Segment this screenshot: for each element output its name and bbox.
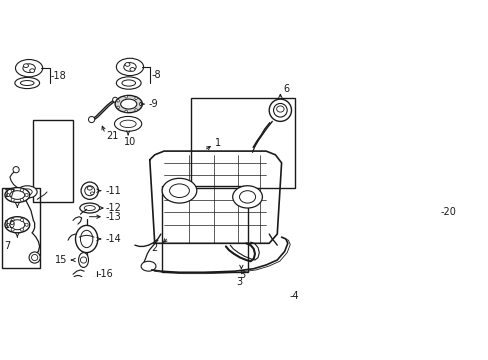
Circle shape — [20, 198, 23, 201]
Circle shape — [429, 68, 435, 74]
Text: 2: 2 — [151, 243, 158, 253]
Ellipse shape — [81, 230, 93, 248]
Ellipse shape — [5, 217, 30, 233]
Text: -12: -12 — [105, 203, 121, 213]
Ellipse shape — [87, 186, 92, 190]
Circle shape — [139, 103, 142, 105]
Text: -8: -8 — [151, 70, 161, 80]
Circle shape — [25, 193, 28, 197]
Text: -11: -11 — [105, 186, 121, 196]
Circle shape — [81, 257, 86, 263]
Ellipse shape — [84, 206, 95, 211]
Circle shape — [6, 193, 10, 197]
Ellipse shape — [276, 106, 284, 112]
Ellipse shape — [121, 99, 137, 109]
Circle shape — [20, 189, 23, 192]
Ellipse shape — [351, 171, 363, 180]
Text: 1: 1 — [214, 138, 221, 148]
Circle shape — [135, 97, 137, 99]
Text: -9: -9 — [148, 99, 158, 109]
Circle shape — [269, 99, 291, 121]
Circle shape — [11, 189, 14, 192]
Bar — [190, 98, 294, 188]
Ellipse shape — [232, 186, 262, 208]
Circle shape — [20, 219, 23, 221]
Circle shape — [32, 255, 38, 261]
Ellipse shape — [73, 275, 83, 283]
Ellipse shape — [22, 189, 32, 195]
Ellipse shape — [116, 77, 141, 89]
Ellipse shape — [17, 186, 37, 198]
Ellipse shape — [403, 298, 415, 306]
Ellipse shape — [75, 225, 98, 253]
Circle shape — [273, 103, 286, 117]
Ellipse shape — [23, 64, 35, 72]
Circle shape — [11, 198, 14, 201]
Circle shape — [88, 116, 95, 123]
Circle shape — [13, 167, 19, 173]
Text: 7: 7 — [4, 242, 10, 251]
Ellipse shape — [30, 69, 35, 72]
Ellipse shape — [115, 95, 142, 113]
Ellipse shape — [10, 220, 25, 230]
Circle shape — [25, 223, 28, 226]
Ellipse shape — [5, 188, 30, 202]
Ellipse shape — [239, 191, 255, 203]
Ellipse shape — [122, 80, 135, 86]
Ellipse shape — [362, 174, 372, 181]
Text: 21: 21 — [106, 131, 119, 141]
Circle shape — [124, 110, 127, 113]
Text: 19: 19 — [4, 220, 16, 230]
Circle shape — [84, 186, 95, 195]
Text: 15: 15 — [54, 255, 67, 265]
Ellipse shape — [15, 77, 40, 89]
Ellipse shape — [16, 59, 42, 77]
Ellipse shape — [125, 63, 130, 66]
Ellipse shape — [80, 203, 100, 213]
Text: 6: 6 — [283, 84, 289, 94]
Circle shape — [82, 280, 91, 289]
Text: 5: 5 — [239, 270, 244, 280]
Text: 10: 10 — [123, 138, 136, 148]
Circle shape — [29, 252, 40, 263]
Ellipse shape — [10, 191, 25, 199]
Circle shape — [112, 97, 117, 102]
Circle shape — [135, 109, 137, 111]
Circle shape — [6, 223, 10, 226]
Text: -4: -4 — [289, 291, 298, 301]
Circle shape — [11, 219, 14, 221]
Text: -14: -14 — [105, 234, 121, 244]
Circle shape — [439, 65, 445, 71]
Text: -16: -16 — [98, 269, 113, 279]
Ellipse shape — [23, 64, 28, 68]
Ellipse shape — [72, 292, 83, 300]
Circle shape — [124, 96, 127, 98]
Ellipse shape — [120, 120, 136, 127]
Ellipse shape — [130, 68, 135, 71]
Ellipse shape — [361, 181, 370, 188]
Ellipse shape — [162, 178, 196, 203]
Ellipse shape — [116, 58, 143, 76]
Ellipse shape — [114, 116, 142, 131]
Ellipse shape — [82, 288, 91, 294]
Circle shape — [20, 228, 23, 231]
Ellipse shape — [20, 81, 34, 85]
Ellipse shape — [169, 184, 189, 198]
Bar — [33, 120, 73, 202]
Bar — [162, 186, 247, 272]
Circle shape — [117, 100, 119, 102]
Ellipse shape — [123, 63, 136, 71]
Circle shape — [11, 228, 14, 231]
Text: -18: -18 — [51, 71, 66, 81]
Text: -13: -13 — [105, 212, 121, 222]
Ellipse shape — [141, 261, 156, 271]
Circle shape — [117, 106, 119, 108]
Text: 3: 3 — [236, 277, 242, 287]
Text: -20: -20 — [440, 207, 456, 217]
Circle shape — [81, 182, 98, 199]
Text: 17: 17 — [4, 189, 16, 199]
Ellipse shape — [90, 192, 94, 194]
Bar — [2, 188, 40, 269]
Ellipse shape — [79, 253, 88, 267]
